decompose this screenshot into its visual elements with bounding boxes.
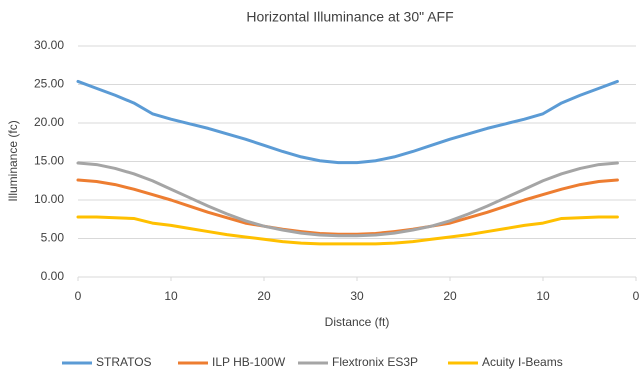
series-line	[76, 161, 619, 238]
y-tick-label: 25.00	[34, 77, 64, 91]
y-tick-label: 10.00	[34, 192, 64, 206]
y-tick-label: 5.00	[41, 231, 65, 245]
x-tick-label: 10	[536, 289, 550, 303]
x-tick-label: 0	[75, 289, 82, 303]
series-line	[76, 178, 619, 236]
y-axis-label: Illuminance (fc)	[6, 120, 20, 201]
legend-label: STRATOS	[96, 355, 152, 369]
series-line	[76, 215, 619, 246]
legend-label: ILP HB-100W	[212, 355, 286, 369]
x-tick-label: 20	[443, 289, 457, 303]
series-line	[76, 79, 619, 165]
legend-label: Flextronix ES3P	[332, 355, 418, 369]
y-tick-label: 15.00	[34, 154, 64, 168]
y-tick-label: 0.00	[41, 269, 65, 283]
x-axis-label: Distance (ft)	[325, 315, 390, 329]
x-tick-label: 0	[633, 289, 640, 303]
x-tick-label: 20	[257, 289, 271, 303]
legend-label: Acuity I-Beams	[482, 355, 563, 369]
y-tick-label: 20.00	[34, 115, 64, 129]
x-tick-label: 30	[350, 289, 364, 303]
chart-title: Horizontal Illuminance at 30" AFF	[246, 9, 453, 25]
y-tick-label: 30.00	[34, 38, 64, 52]
x-tick-label: 10	[164, 289, 178, 303]
